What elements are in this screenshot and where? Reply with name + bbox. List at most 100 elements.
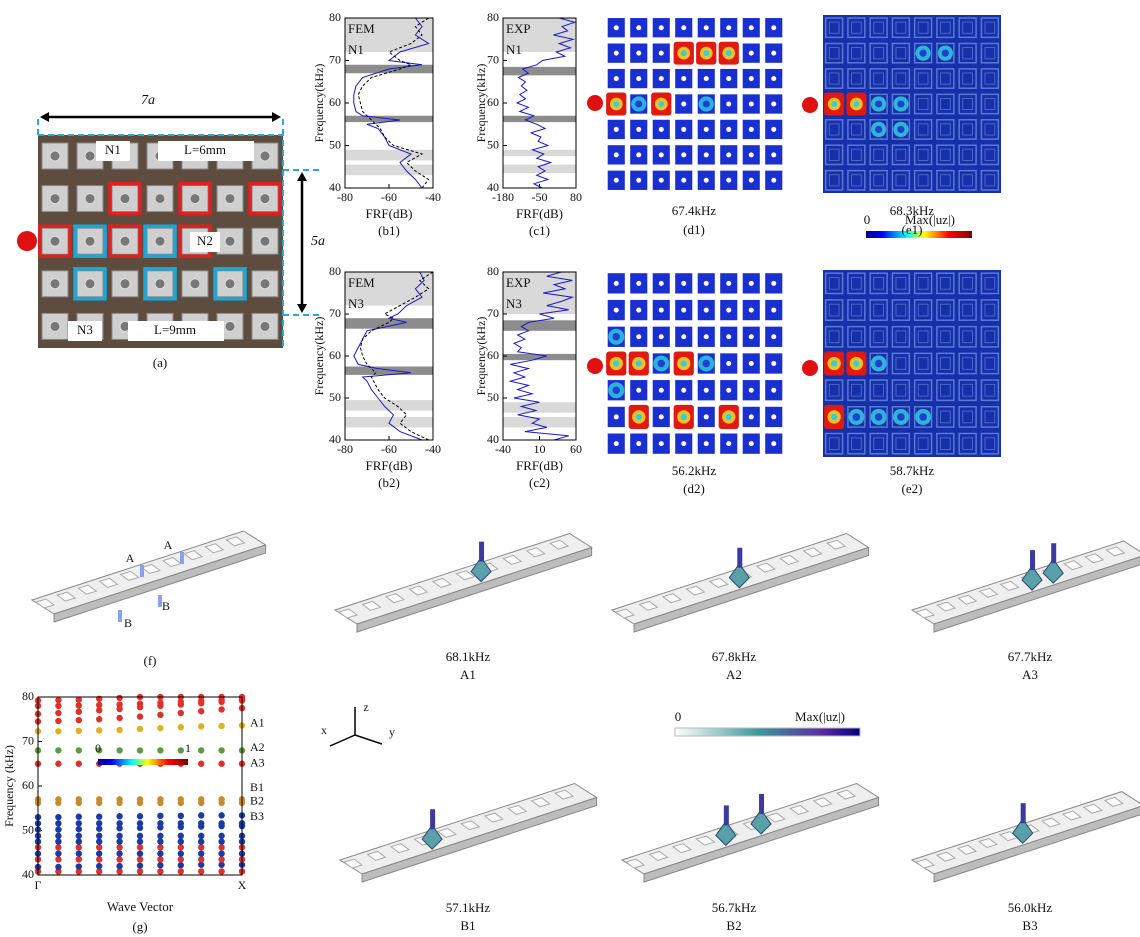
decoration (749, 388, 754, 393)
decoration (636, 360, 642, 366)
decoration (330, 707, 382, 746)
point (157, 868, 163, 874)
decoration (771, 281, 776, 286)
decoration (613, 333, 620, 340)
annotation: B3 (250, 809, 264, 823)
point (157, 712, 163, 718)
decoration (659, 178, 664, 183)
point (137, 862, 143, 868)
point (76, 717, 82, 723)
point (137, 796, 143, 802)
point (157, 725, 163, 731)
caption: (a) (153, 355, 167, 370)
decoration (636, 388, 641, 393)
decoration (726, 50, 732, 56)
decoration (180, 552, 184, 564)
decoration (681, 308, 686, 313)
y-axis-label: Frequency(kHz) (312, 317, 326, 396)
decoration (659, 414, 664, 419)
annotation: N3 (506, 296, 522, 311)
decoration (614, 441, 619, 446)
y-tick-label: 60 (487, 348, 499, 362)
decoration (614, 308, 619, 313)
decoration (704, 152, 709, 157)
y-tick-label: 70 (487, 306, 499, 320)
point (157, 862, 163, 868)
mode-name: B2 (726, 918, 741, 933)
point (218, 812, 224, 818)
decoration (771, 414, 776, 419)
decoration (357, 548, 592, 633)
decoration (190, 279, 200, 289)
caption: (f) (144, 653, 157, 668)
decoration (749, 178, 754, 183)
decoration (726, 76, 731, 81)
annotation: A1 (250, 715, 265, 729)
point (157, 856, 163, 862)
decoration (771, 25, 776, 30)
point (96, 727, 102, 733)
decoration (634, 548, 869, 633)
decoration (853, 413, 860, 420)
point (157, 820, 163, 826)
decoration (225, 236, 235, 246)
colorbar-tick-label: 0 (95, 741, 101, 755)
point (137, 813, 143, 819)
decoration (85, 236, 95, 246)
point (76, 702, 82, 708)
band (345, 367, 433, 375)
y-tick-label: 60 (22, 778, 34, 792)
decoration (120, 279, 130, 289)
decoration (613, 101, 619, 107)
point (137, 726, 143, 732)
decoration (726, 102, 731, 107)
decoration (155, 279, 165, 289)
decoration (749, 308, 754, 313)
point (198, 812, 204, 818)
y-tick-label: 70 (22, 733, 34, 747)
mode-frequency: 67.7kHz (1008, 649, 1053, 664)
decoration (430, 809, 435, 829)
decoration (749, 51, 754, 56)
y-tick-label: 80 (329, 264, 341, 278)
point (55, 844, 61, 850)
point (137, 856, 143, 862)
point (178, 747, 184, 753)
decoration (704, 334, 709, 339)
decoration (85, 194, 95, 204)
point (55, 864, 61, 870)
decoration (681, 152, 686, 157)
decoration (85, 279, 95, 289)
decoration (659, 127, 664, 132)
point (55, 814, 61, 820)
point (55, 833, 61, 839)
point (178, 838, 184, 844)
decoration (613, 360, 619, 366)
decoration (875, 360, 882, 367)
decoration (771, 152, 776, 157)
point (55, 850, 61, 856)
decoration (636, 127, 641, 132)
y-axis-label: Frequency(kHz) (474, 317, 488, 396)
decoration (703, 360, 710, 367)
point (96, 820, 102, 826)
point (55, 697, 61, 703)
point (116, 838, 122, 844)
point (76, 796, 82, 802)
decoration (771, 308, 776, 313)
point-label: B (124, 616, 132, 630)
x-axis-label: Wave Vector (107, 899, 174, 914)
decoration (659, 388, 664, 393)
annotation: B2 (250, 793, 264, 807)
point (76, 814, 82, 820)
decoration (704, 127, 709, 132)
caption: (d1) (683, 222, 705, 237)
point (137, 850, 143, 856)
point (116, 820, 122, 826)
decoration (155, 194, 165, 204)
point (96, 863, 102, 869)
y-tick-label: 50 (22, 822, 34, 836)
decoration (50, 151, 60, 161)
decoration (636, 51, 641, 56)
y-tick-label: 80 (487, 264, 499, 278)
